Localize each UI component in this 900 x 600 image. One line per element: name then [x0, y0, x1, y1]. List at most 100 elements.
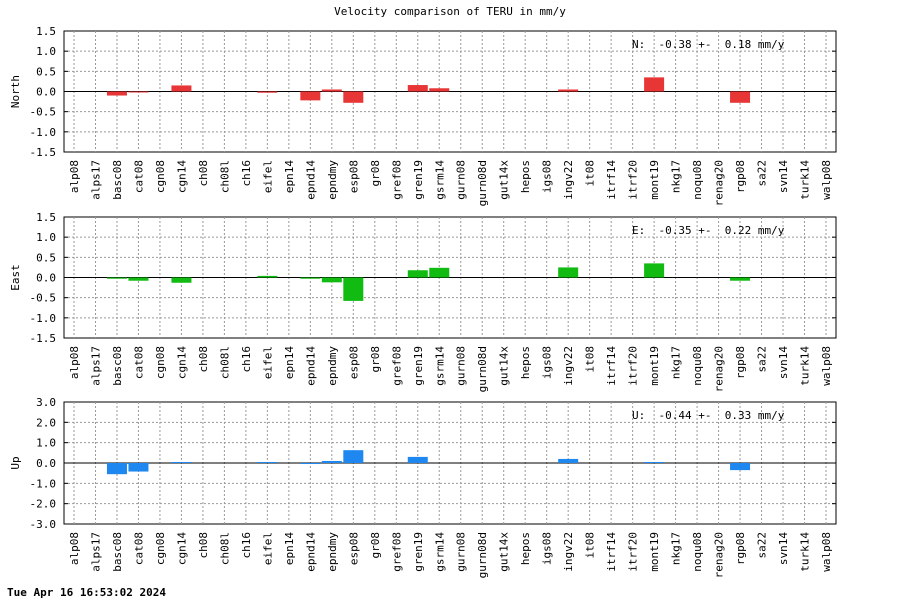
- x-tick-label: epnd14: [304, 532, 317, 572]
- x-tick-label: sa22: [756, 532, 769, 559]
- bar-esp08: [343, 91, 364, 103]
- x-tick-label: igs08: [541, 532, 554, 565]
- x-tick-label: walp08: [820, 346, 833, 386]
- x-tick-label: noqu08: [691, 346, 704, 386]
- x-tick-label: itrf20: [627, 346, 640, 386]
- x-tick-label: gr08: [369, 160, 382, 187]
- x-tick-label: nkg17: [670, 346, 683, 379]
- x-tick-label: mont19: [648, 346, 661, 386]
- y-tick-label: -1.0: [30, 477, 57, 490]
- x-tick-label: walp08: [820, 532, 833, 572]
- y-tick-label: -3.0: [30, 518, 57, 531]
- x-tick-label: esp08: [347, 346, 360, 379]
- chart-title: Velocity comparison of TERU in mm/y: [334, 5, 566, 18]
- bar-gsrm14: [429, 267, 450, 278]
- x-tick-label: walp08: [820, 160, 833, 200]
- x-tick-label: gut14x: [498, 160, 511, 200]
- x-tick-label: ch08: [197, 532, 210, 559]
- x-tick-label: mont19: [648, 532, 661, 572]
- x-tick-label: gurn08: [455, 532, 468, 572]
- x-tick-label: renag20: [713, 346, 726, 392]
- x-tick-label: eifel: [261, 532, 274, 565]
- x-tick-label: gsrm14: [433, 346, 446, 386]
- y-tick-label: 1.0: [36, 231, 56, 244]
- bar-ingv22: [558, 89, 579, 92]
- x-tick-label: cat08: [132, 160, 145, 193]
- x-tick-label: esp08: [347, 532, 360, 565]
- x-tick-label: gurn08: [455, 160, 468, 200]
- x-tick-label: mont19: [648, 160, 661, 200]
- x-tick-label: cgn14: [175, 160, 188, 193]
- x-tick-label: gref08: [390, 346, 403, 386]
- timestamp: Tue Apr 16 16:53:02 2024: [7, 586, 166, 599]
- x-tick-label: hepos: [519, 346, 532, 379]
- bar-epndmy: [321, 277, 342, 283]
- x-tick-label: epn14: [283, 532, 296, 565]
- x-tick-label: ingv22: [562, 532, 575, 572]
- x-tick-label: eifel: [261, 346, 274, 379]
- stat-label: N: -0.38 +- 0.18 mm/y: [632, 38, 785, 51]
- bar-cgn14: [171, 85, 192, 92]
- x-tick-label: gsrm14: [433, 160, 446, 200]
- y-tick-label: -1.0: [30, 312, 57, 325]
- x-tick-label: it08: [584, 160, 597, 187]
- x-tick-label: cat08: [132, 346, 145, 379]
- x-tick-label: hepos: [519, 160, 532, 193]
- x-tick-label: basc08: [111, 160, 124, 200]
- bar-cat08: [128, 463, 149, 472]
- x-tick-label: ch08l: [218, 346, 231, 379]
- x-tick-label: gurn08d: [476, 532, 489, 578]
- x-tick-label: epnd14: [304, 160, 317, 200]
- y-axis-label: North: [9, 75, 22, 108]
- y-tick-label: -1.0: [30, 126, 57, 139]
- x-tick-label: cat08: [132, 532, 145, 565]
- x-tick-label: itrf20: [627, 532, 640, 572]
- x-tick-label: itrf14: [605, 160, 618, 200]
- y-tick-label: -1.5: [30, 332, 57, 345]
- bar-epnd14: [300, 91, 321, 101]
- x-tick-label: cgn08: [154, 160, 167, 193]
- bar-gren19: [407, 456, 428, 463]
- bar-epndmy: [321, 460, 342, 463]
- x-tick-label: alps17: [89, 160, 102, 200]
- x-tick-label: cgn08: [154, 532, 167, 565]
- x-tick-label: rgp08: [734, 532, 747, 565]
- x-tick-label: basc08: [111, 346, 124, 386]
- x-tick-label: gr08: [369, 346, 382, 373]
- x-tick-label: gren19: [412, 532, 425, 572]
- y-tick-label: -0.5: [30, 292, 57, 305]
- stat-label: U: -0.44 +- 0.33 mm/y: [632, 409, 785, 422]
- bar-mont19: [644, 263, 665, 278]
- x-tick-label: sa22: [756, 160, 769, 187]
- x-tick-label: cgn14: [175, 532, 188, 565]
- x-tick-label: epnd14: [304, 346, 317, 386]
- bar-mont19: [644, 77, 665, 92]
- y-tick-label: -1.5: [30, 146, 57, 159]
- x-tick-label: gr08: [369, 532, 382, 559]
- x-tick-label: nkg17: [670, 532, 683, 565]
- bar-rgp08: [730, 91, 751, 103]
- x-tick-label: ch08l: [218, 160, 231, 193]
- x-tick-label: svn14: [777, 346, 790, 379]
- x-tick-label: rgp08: [734, 160, 747, 193]
- y-tick-label: 3.0: [36, 396, 56, 409]
- x-tick-label: ch16: [240, 160, 253, 187]
- x-tick-label: cgn08: [154, 346, 167, 379]
- y-tick-label: 2.0: [36, 416, 56, 429]
- x-tick-label: epndmy: [326, 160, 339, 200]
- x-tick-label: epndmy: [326, 346, 339, 386]
- x-tick-label: gsrm14: [433, 532, 446, 572]
- bar-esp08: [343, 450, 364, 463]
- x-tick-label: turk14: [799, 346, 812, 386]
- bar-gren19: [407, 85, 428, 92]
- panel-east: 1.5 1.0 0.5 0.0 -0.5 -1.0 -1.5 alp08 alps17 basc0…: [9, 211, 837, 392]
- x-tick-label: gref08: [390, 532, 403, 572]
- bar-cgn14: [171, 461, 192, 463]
- x-tick-label: svn14: [777, 160, 790, 193]
- x-tick-label: turk14: [799, 532, 812, 572]
- x-tick-label: cgn14: [175, 346, 188, 379]
- y-tick-label: 1.0: [36, 437, 56, 450]
- y-tick-label: 0.0: [36, 457, 56, 470]
- y-tick-label: 0.0: [36, 86, 56, 99]
